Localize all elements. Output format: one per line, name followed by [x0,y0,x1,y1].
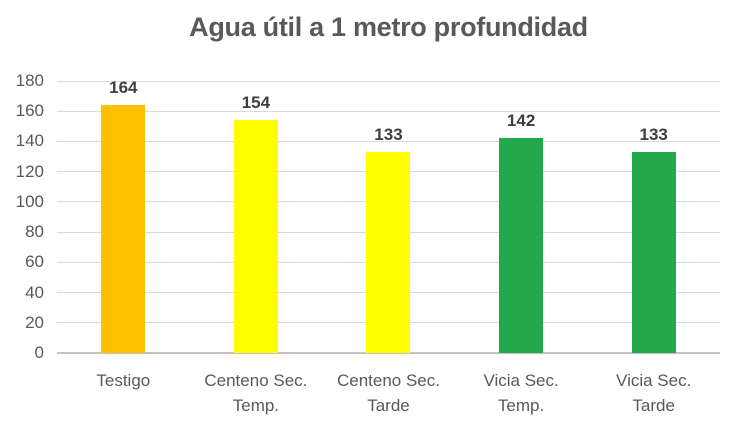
x-tick-label-text: Centeno Sec. Temp. [204,371,308,415]
y-tick-label: 20 [25,312,44,332]
x-tick-label: Vicia Sec. Temp. [455,368,588,418]
x-tick-label-text: Vicia Sec. Tarde [616,371,692,415]
bar [233,120,278,353]
x-tick-label: Testigo [57,368,190,393]
category-slot: 133 [322,81,455,353]
x-tick-label: Vicia Sec. Tarde [587,368,720,418]
y-tick-label: 120 [15,161,44,181]
y-tick-label: 60 [25,252,44,272]
x-tick-label: Centeno Sec. Temp. [190,368,323,418]
bar [366,152,411,353]
x-tick-label-text: Vicia Sec. Temp. [483,371,559,415]
gridline [57,80,720,82]
x-tick-label: Centeno Sec. Tarde [322,368,455,418]
bar [101,105,146,353]
y-tick-label: 160 [15,101,44,121]
chart-title: Agua útil a 1 metro profundidad [189,12,588,42]
gridline [57,110,720,112]
y-axis: 0 20 40 60 80 100 120 140 160 180 [0,71,44,362]
bar-value-label: 154 [241,93,271,113]
y-tick-label: 180 [15,71,44,90]
category-slot: 133 [587,81,720,353]
bar-value-label: 133 [374,125,403,145]
y-tick-label: 100 [15,191,44,211]
bar-value-label: 164 [109,78,138,98]
plot-area: 164 154 133 142 133 [57,78,720,354]
y-tick-label: 80 [25,222,44,242]
bar [631,152,676,353]
category-slot: 154 [190,81,323,353]
bar-value-label: 133 [639,125,668,145]
x-axis: Testigo Centeno Sec. Temp. Centeno Sec. Ta… [57,368,720,418]
y-tick-label: 40 [25,282,44,302]
bar-value-label: 142 [506,111,536,131]
gridline [57,140,720,142]
bar [499,138,544,353]
x-tick-label-text: Centeno Sec. Tarde [336,371,440,415]
x-axis-line [57,352,720,354]
y-tick-label: 0 [34,343,44,362]
y-tick-label: 140 [15,131,44,151]
x-tick-label-text: Testigo [96,371,151,390]
category-slot: 142 [455,81,588,353]
category-slot: 164 [57,78,190,353]
